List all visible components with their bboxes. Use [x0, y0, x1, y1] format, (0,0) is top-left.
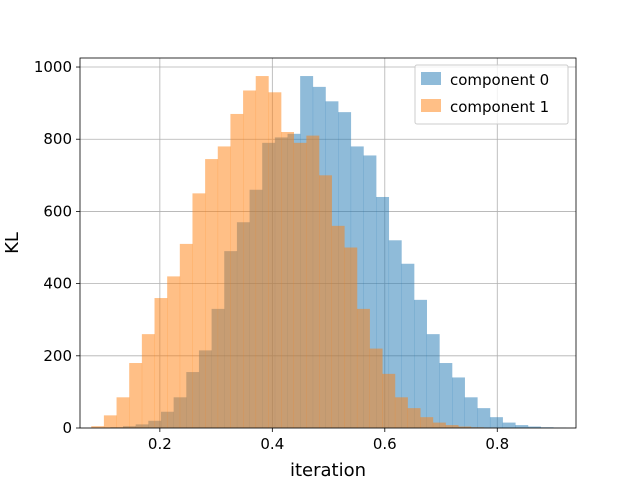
- bar-series-1-bin-17: [306, 135, 320, 429]
- bar-series-1-bin-13: [255, 76, 269, 429]
- bar-series-1-bin-26: [420, 417, 434, 428]
- ticks: 0.2 0.4 0.6 0.8 0 200 400 600 800 1000: [34, 58, 509, 453]
- bar-series-1-bin-29: [458, 426, 472, 428]
- bar-series-1-bin-5: [154, 298, 168, 428]
- bar-series-1-bin-19: [331, 225, 345, 428]
- bar-series-0-bin-24: [414, 299, 427, 428]
- bar-series-1-bin-23: [382, 373, 396, 428]
- y-tick-label-5: 1000: [34, 58, 72, 76]
- bar-series-1-bin-20: [344, 247, 358, 428]
- y-tick-label-0: 0: [62, 419, 72, 437]
- bar-series-1-bin-9: [205, 159, 219, 428]
- legend-swatch-component-1: [421, 99, 441, 112]
- bar-series-1-bin-6: [167, 276, 181, 428]
- legend-label-component-1: component 1: [450, 98, 549, 116]
- bar-series-0-bin-29: [477, 408, 491, 428]
- bar-series-1-bin-18: [319, 175, 332, 428]
- y-tick-label-4: 800: [43, 130, 72, 148]
- bar-series-1-bin-8: [192, 193, 206, 428]
- bar-series-1-bin-3: [129, 363, 143, 428]
- y-tick-label-2: 400: [43, 275, 72, 293]
- bar-series-1-bin-27: [432, 422, 446, 428]
- legend: component 0 component 1: [414, 64, 569, 125]
- x-tick-label-1: 0.4: [260, 435, 284, 453]
- bar-series-1-bin-11: [230, 113, 244, 428]
- x-tick-label-3: 0.8: [485, 435, 509, 453]
- bar-series-0-bin-25: [426, 334, 440, 428]
- bar-series-1-bin-25: [407, 408, 421, 428]
- x-axis-label: iteration: [290, 460, 366, 480]
- bar-series-0-bin-33: [527, 426, 541, 428]
- bar-series-0-bin-30: [489, 417, 503, 428]
- bar-series-1-bin-2: [116, 397, 130, 428]
- bar-series-1-bin-16: [293, 142, 307, 428]
- bar-series-0-bin-23: [401, 263, 415, 428]
- x-tick-label-2: 0.6: [373, 435, 397, 453]
- bar-series-1-bin-7: [179, 243, 193, 428]
- bar-series-1-bin-22: [369, 348, 383, 428]
- bar-series-1-bin-1: [103, 415, 117, 428]
- x-tick-label-0: 0.2: [148, 435, 172, 453]
- legend-swatch-component-0: [421, 72, 441, 85]
- y-tick-label-1: 200: [43, 347, 72, 365]
- bar-series-1-bin-4: [141, 334, 155, 428]
- bars: [91, 76, 567, 429]
- bar-series-1-bin-12: [243, 90, 257, 429]
- bar-series-1-bin-15: [281, 132, 294, 428]
- bar-series-1-bin-10: [217, 146, 231, 428]
- bar-series-1-bin-0: [91, 426, 105, 428]
- bar-series-1-bin-21: [356, 308, 370, 428]
- axes-frame: [79, 57, 577, 429]
- bar-series-0-bin-28: [464, 397, 478, 428]
- bar-series-0-bin-27: [452, 377, 465, 428]
- y-axis-label: KL: [2, 232, 23, 254]
- y-tick-label-3: 600: [43, 202, 72, 220]
- legend-label-component-0: component 0: [450, 71, 549, 89]
- legend-frame: [414, 64, 569, 125]
- bar-series-0-bin-31: [502, 422, 516, 428]
- bar-series-1-bin-14: [268, 92, 282, 428]
- bar-series-0-bin-26: [439, 363, 453, 428]
- bar-series-1-bin-24: [394, 397, 408, 428]
- bar-series-1-bin-28: [445, 425, 459, 428]
- bar-series-0-bin-32: [515, 425, 529, 428]
